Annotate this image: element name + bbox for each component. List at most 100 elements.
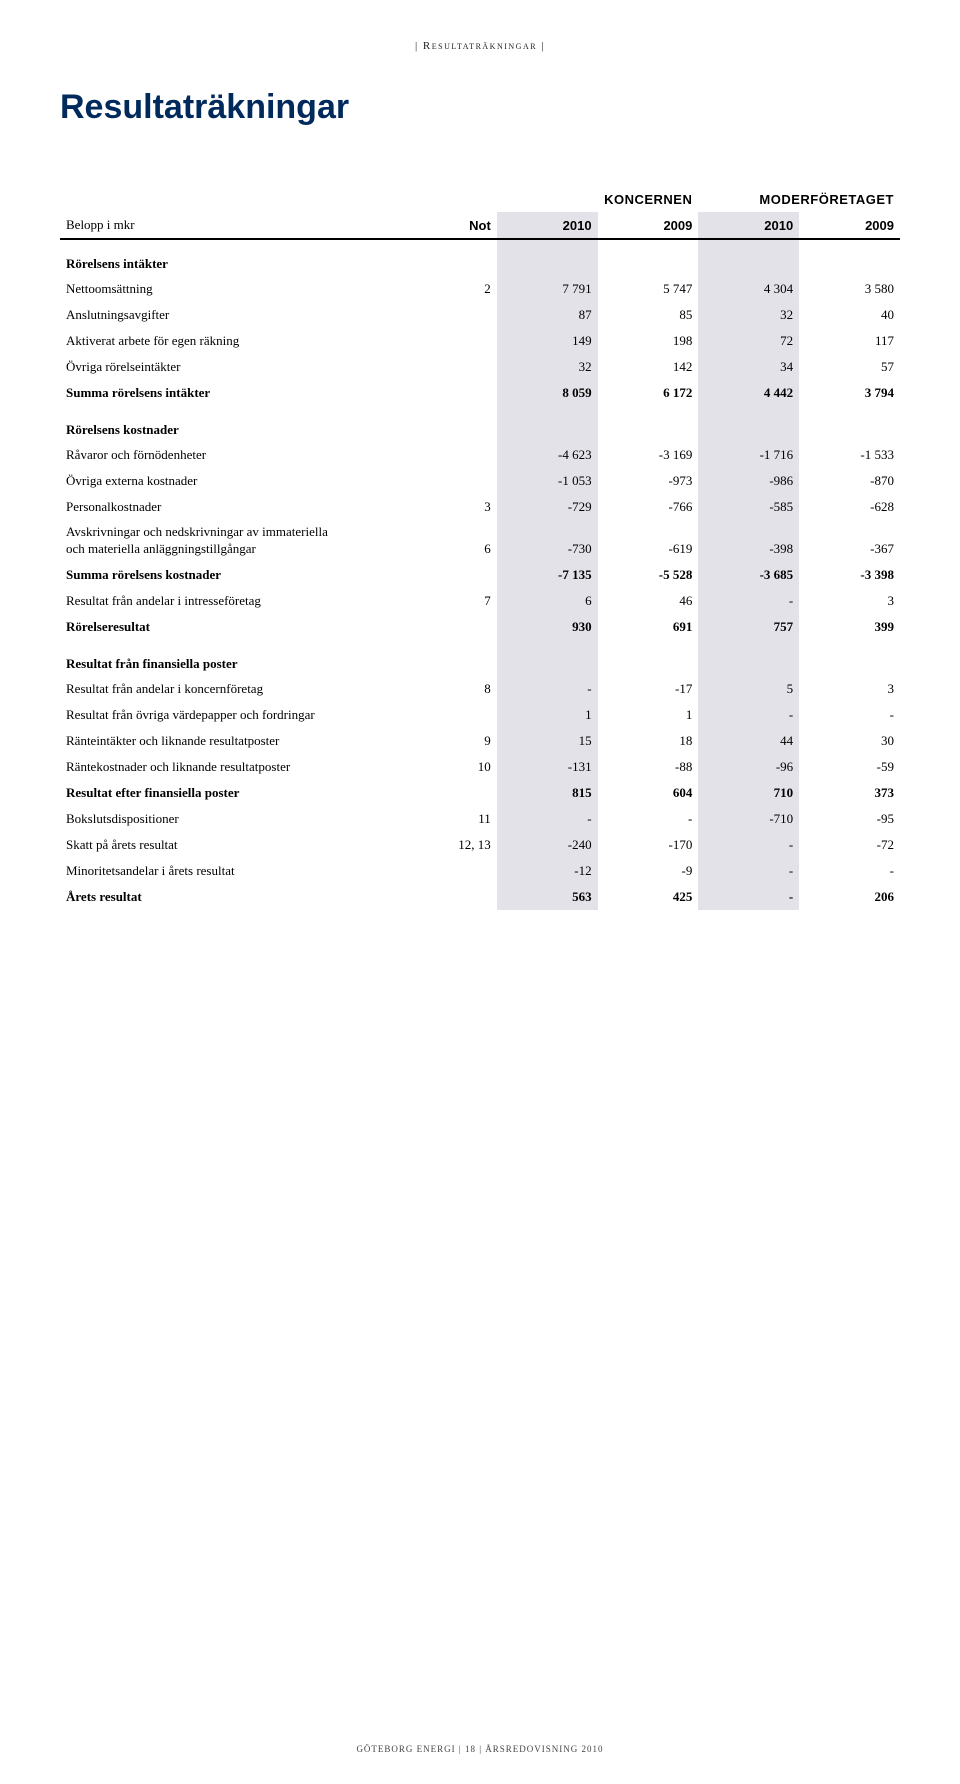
table-row: Aktiverat arbete för egen räkning1491987… [60, 328, 900, 354]
row-k10: 1 [497, 702, 598, 728]
row-m10: 32 [698, 302, 799, 328]
row-not [430, 302, 497, 328]
row-m09: -870 [799, 468, 900, 494]
table-row: Personalkostnader3-729-766-585-628 [60, 494, 900, 520]
row-m10: 710 [698, 780, 799, 806]
row-label: Personalkostnader [60, 494, 430, 520]
spacer [799, 640, 900, 676]
row-k10: - [497, 676, 598, 702]
row-not [430, 614, 497, 640]
row-k10: - [497, 806, 598, 832]
row-k10: -12 [497, 858, 598, 884]
row-label: Resultat från andelar i koncernföretag [60, 676, 430, 702]
row-k09: 6 172 [598, 380, 699, 406]
row-not: 10 [430, 754, 497, 780]
row-label: Råvaror och förnödenheter [60, 442, 430, 468]
header-spacer [60, 187, 430, 212]
row-k10: 32 [497, 354, 598, 380]
row-not [430, 562, 497, 588]
page-footer: GÖTEBORG ENERGI | 18 | ÅRSREDOVISNING 20… [0, 1744, 960, 1754]
table-row: Resultat från övriga värdepapper och for… [60, 702, 900, 728]
row-k09: 142 [598, 354, 699, 380]
row-m09: 3 794 [799, 380, 900, 406]
table-row: Skatt på årets resultat12, 13-240-170--7… [60, 832, 900, 858]
row-not: 8 [430, 676, 497, 702]
section-title: Resultat från finansiella poster [60, 640, 430, 676]
table-row: Ränteintäkter och liknande resultatposte… [60, 728, 900, 754]
row-m09: -1 533 [799, 442, 900, 468]
header-k10: 2010 [497, 212, 598, 239]
row-m10: -585 [698, 494, 799, 520]
row-k09: -170 [598, 832, 699, 858]
table-group-header: KONCERNEN MODERFÖRETAGET [60, 187, 900, 212]
spacer [799, 239, 900, 276]
row-label: Summa rörelsens intäkter [60, 380, 430, 406]
row-m10: - [698, 702, 799, 728]
row-k10: 87 [497, 302, 598, 328]
row-k10: -730 [497, 520, 598, 562]
row-label: Övriga externa kostnader [60, 468, 430, 494]
row-label: Skatt på årets resultat [60, 832, 430, 858]
row-m09: 3 [799, 588, 900, 614]
spacer [430, 406, 497, 442]
table-row: Räntekostnader och liknande resultatpost… [60, 754, 900, 780]
table-row: Övriga rörelseintäkter321423457 [60, 354, 900, 380]
row-k09: -17 [598, 676, 699, 702]
row-k09: -5 528 [598, 562, 699, 588]
table-column-header: Belopp i mkr Not 2010 2009 2010 2009 [60, 212, 900, 239]
header-spacer [430, 187, 497, 212]
row-label: Minoritetsandelar i årets resultat [60, 858, 430, 884]
row-k10: -7 135 [497, 562, 598, 588]
row-k10: -1 053 [497, 468, 598, 494]
row-m10: - [698, 588, 799, 614]
row-k10: 7 791 [497, 276, 598, 302]
spacer [598, 406, 699, 442]
row-k09: 1 [598, 702, 699, 728]
row-not: 6 [430, 520, 497, 562]
row-k09: -619 [598, 520, 699, 562]
row-k10: 8 059 [497, 380, 598, 406]
table-row: Råvaror och förnödenheter-4 623-3 169-1 … [60, 442, 900, 468]
row-k09: 604 [598, 780, 699, 806]
row-m09: 40 [799, 302, 900, 328]
row-not: 12, 13 [430, 832, 497, 858]
row-m09: 399 [799, 614, 900, 640]
row-label: Resultat från övriga värdepapper och for… [60, 702, 430, 728]
spacer [799, 406, 900, 442]
row-label: Nettoomsättning [60, 276, 430, 302]
row-not: 3 [430, 494, 497, 520]
row-label: Övriga rörelseintäkter [60, 354, 430, 380]
breadcrumb: | Resultaträkningar | [60, 40, 900, 52]
row-k09: 85 [598, 302, 699, 328]
row-not: 7 [430, 588, 497, 614]
row-not [430, 328, 497, 354]
row-m10: 72 [698, 328, 799, 354]
row-label: Summa rörelsens kostnader [60, 562, 430, 588]
row-not [430, 354, 497, 380]
row-m09: 57 [799, 354, 900, 380]
header-not: Not [430, 212, 497, 239]
table-row: Avskrivningar och nedskrivningar av imma… [60, 520, 900, 562]
row-k10: -131 [497, 754, 598, 780]
income-statement-table: KONCERNEN MODERFÖRETAGET Belopp i mkr No… [60, 187, 900, 910]
row-label: Resultat efter finansiella poster [60, 780, 430, 806]
spacer [598, 640, 699, 676]
table-body: Rörelsens intäkterNettoomsättning27 7915… [60, 239, 900, 910]
row-k09: - [598, 806, 699, 832]
row-k10: 149 [497, 328, 598, 354]
row-k09: -973 [598, 468, 699, 494]
row-m09: 3 580 [799, 276, 900, 302]
row-m10: -710 [698, 806, 799, 832]
row-not [430, 858, 497, 884]
row-m10: -398 [698, 520, 799, 562]
row-m10: - [698, 884, 799, 910]
row-label: Årets resultat [60, 884, 430, 910]
table-row: Resultat från andelar i koncernföretag8-… [60, 676, 900, 702]
table-row: Övriga externa kostnader-1 053-973-986-8… [60, 468, 900, 494]
header-group-moderforetaget: MODERFÖRETAGET [698, 187, 900, 212]
row-k09: -9 [598, 858, 699, 884]
row-k09: 425 [598, 884, 699, 910]
spacer [698, 239, 799, 276]
row-m10: 757 [698, 614, 799, 640]
row-k09: -766 [598, 494, 699, 520]
